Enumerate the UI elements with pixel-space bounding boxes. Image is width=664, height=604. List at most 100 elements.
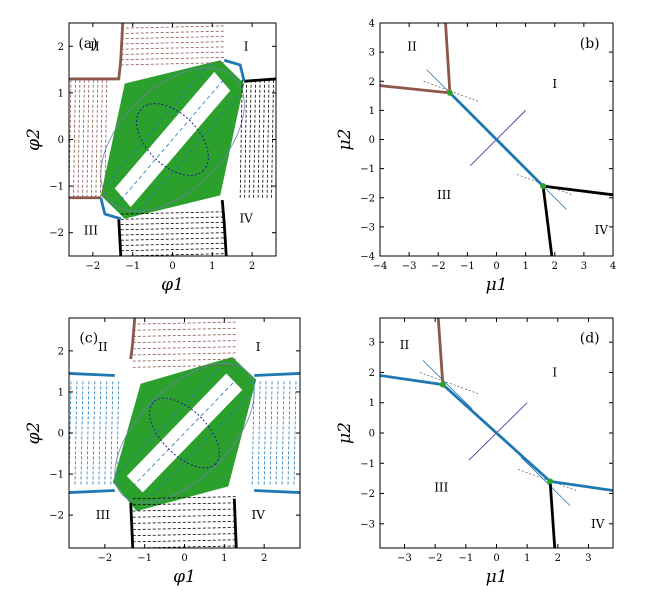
y-tick-label: 0 (58, 429, 64, 440)
hatch-line (120, 56, 225, 61)
series-line-black (129, 502, 135, 548)
hatch-line (98, 379, 102, 485)
hatch-line (248, 78, 252, 198)
hatch-line (120, 35, 225, 40)
series-line-blue (223, 58, 246, 82)
hatch-line (132, 340, 237, 344)
hatch-line (269, 379, 273, 485)
x-tick-label: −2 (97, 553, 112, 564)
region-label: IV (239, 212, 253, 226)
x-tick-label: −3 (402, 261, 417, 272)
hatch-line (95, 78, 99, 198)
x-tick-label: 1 (209, 261, 215, 272)
y-tick-label: 3 (369, 338, 375, 349)
hatch-line (120, 30, 225, 34)
region-label: III (437, 188, 451, 202)
x-tick-label: −2 (86, 261, 101, 272)
hatch-line (86, 379, 90, 485)
hatch-line (132, 527, 237, 530)
hatch-line (80, 379, 84, 485)
region-label: I (244, 39, 249, 53)
hatch-line (120, 62, 225, 66)
y-tick-label: −2 (360, 193, 375, 204)
hatch-line (82, 78, 85, 198)
hatch-line (253, 78, 256, 198)
series-line-blue (448, 91, 545, 188)
hatch-line (132, 364, 237, 368)
series-line-black (244, 77, 276, 83)
x-tick-label: 2 (249, 261, 255, 272)
hatch-line (266, 78, 270, 198)
hatch-line (104, 379, 108, 485)
fan-line (422, 360, 473, 410)
series-line-blue (69, 372, 115, 377)
cross-line (469, 110, 526, 167)
hatch-line (244, 78, 248, 198)
y-tick-label: 1 (58, 387, 64, 398)
dotted-ellipse (136, 103, 209, 176)
x-tick-label: 3 (585, 553, 591, 564)
x-tick-label: 0 (169, 261, 175, 272)
hatch-line (120, 216, 225, 220)
series-line-black (542, 184, 613, 197)
plot-area (380, 318, 613, 548)
region-label: II (400, 338, 410, 352)
hatch-line (90, 78, 94, 198)
series-line-blue (380, 374, 613, 492)
x-tick-label: 2 (555, 553, 561, 564)
region-label: I (256, 340, 261, 354)
hatch-line (287, 379, 291, 485)
x-tick-label: 0 (493, 553, 499, 564)
y-tick-label: 0 (58, 135, 64, 146)
series-line-blue (254, 489, 300, 494)
hatch-line (132, 358, 237, 362)
series-line-blue (69, 489, 115, 494)
x-axis-label: φ1 (161, 275, 184, 295)
plot-area (380, 23, 613, 256)
hatch-line (132, 321, 237, 325)
y-tick-label: −1 (49, 182, 64, 193)
hatch-line (120, 25, 225, 29)
panel-label: (c) (79, 331, 98, 347)
y-tick-label: −2 (360, 489, 375, 500)
hatch-line (120, 227, 225, 231)
x-tick-label: 2 (261, 553, 267, 564)
x-tick-label: 4 (610, 261, 616, 272)
region-label: II (407, 39, 417, 53)
diagonal-dashed-line (120, 78, 225, 201)
region-label: IV (591, 517, 605, 531)
y-tick-label: 3 (369, 48, 375, 59)
y-axis-label: φ2 (24, 128, 44, 151)
hatch-line (92, 379, 96, 485)
hatch-line (132, 533, 237, 537)
diagonal-dashed-line (106, 62, 211, 185)
x-tick-label: 1 (221, 553, 227, 564)
hatch-line (110, 379, 114, 485)
y-axis-label: φ2 (24, 422, 44, 445)
y-tick-label: 2 (369, 368, 375, 379)
hatch-line (120, 41, 225, 45)
hatch-line (262, 78, 265, 198)
y-tick-label: −2 (49, 511, 64, 522)
diagonal-dashed-line (146, 393, 251, 502)
hatch-line (120, 221, 225, 225)
panel-label: (b) (580, 36, 600, 52)
plot-area (69, 23, 276, 256)
hatch-line (257, 379, 261, 485)
hatch-line (251, 379, 255, 485)
y-tick-label: 0 (369, 429, 375, 440)
series-line-brown (436, 318, 445, 385)
x-tick-label: 0 (181, 553, 187, 564)
hatch-line (132, 514, 237, 518)
x-tick-label: 0 (493, 261, 499, 272)
hatch-line (132, 520, 237, 524)
fixed-point (547, 478, 554, 485)
hatch-line (275, 379, 279, 485)
diagonal-dashed-line (118, 364, 223, 473)
region-label: II (90, 39, 100, 53)
hatch-line (257, 78, 261, 198)
outer-oval (100, 67, 245, 212)
hatch-line (120, 51, 225, 55)
y-tick-label: 2 (58, 346, 64, 357)
hatch-line (132, 508, 237, 512)
